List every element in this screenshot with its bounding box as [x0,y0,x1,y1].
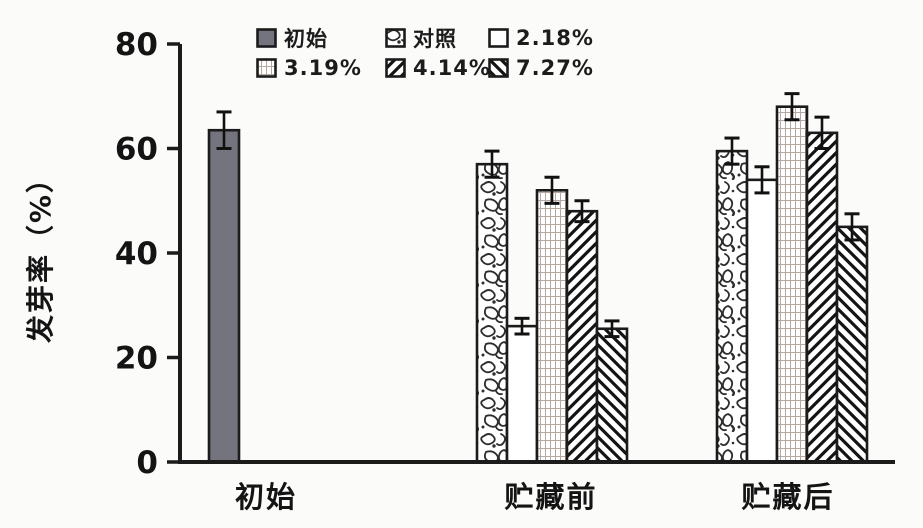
bar-贮藏前-2.18% [505,324,539,464]
error-bar-贮藏前-3.19% [544,175,560,205]
error-bar-贮藏前-2.18% [514,316,530,336]
legend: 初始 对照 2.18% 3.19% 4.14% 7.27% [256,26,666,87]
x-axis-labels: 初始 贮藏前 贮藏后 [235,480,834,514]
bar-贮藏后-4.14% [805,131,839,464]
error-bar-贮藏后-3.19% [784,92,800,122]
legend-label: 7.27% [516,56,594,80]
error-bar-贮藏后-7.27% [844,212,860,242]
legend-label: 2.18% [516,26,594,50]
legend-swatch-grid-icon [256,58,277,78]
legend-item-初始: 初始 [256,27,328,51]
legend-label: 4.14% [413,56,491,80]
y-tick-label: 0 [136,445,158,481]
error-bar-初始-初始 [216,110,232,150]
x-category-label: 贮藏后 [741,480,834,514]
bar-贮藏前-对照 [475,162,509,464]
x-category-label: 贮藏前 [504,480,597,514]
bar-贮藏后-7.27% [835,225,869,464]
error-bar-贮藏后-2.18% [754,165,770,195]
bar-初始-初始 [207,128,241,464]
error-bar-贮藏前-7.27% [604,319,620,339]
legend-swatch-diag-down-icon [488,58,509,78]
legend-item-4.14%: 4.14% [385,56,491,80]
error-bar-贮藏前-对照 [484,149,500,179]
bars-layer [207,105,869,464]
bar-贮藏后-3.19% [775,105,809,464]
error-bar-贮藏后-4.14% [814,115,830,150]
bar-贮藏后-对照 [715,149,749,464]
legend-swatch-diag-up-icon [385,58,406,78]
y-tick-label: 80 [115,27,158,63]
y-tick-label: 60 [115,132,158,168]
y-tick-label: 40 [115,236,158,272]
bar-贮藏前-3.19% [535,189,569,464]
y-axis-title: 发芽率（%） [24,163,57,344]
legend-item-7.27%: 7.27% [488,56,594,80]
legend-swatch-plain-icon [488,28,509,48]
legend-label: 3.19% [284,56,362,80]
bar-贮藏前-7.27% [595,327,629,464]
y-tick-label: 20 [115,341,158,377]
x-category-label: 初始 [235,480,297,514]
legend-label: 对照 [413,27,457,51]
legend-item-对照: 对照 [385,27,457,51]
y-axis-ticks: 0 20 40 60 80 [115,27,180,481]
bar-贮藏后-2.18% [745,178,779,464]
error-bars-layer [216,92,860,339]
legend-swatch-solid-gray-icon [256,28,277,48]
legend-swatch-marble-icon [385,28,406,48]
error-bar-贮藏前-4.14% [574,199,590,224]
error-bar-贮藏后-对照 [724,136,740,166]
bar-贮藏前-4.14% [565,209,599,464]
legend-item-2.18%: 2.18% [488,26,594,50]
legend-item-3.19%: 3.19% [256,56,362,80]
legend-label: 初始 [284,27,328,51]
